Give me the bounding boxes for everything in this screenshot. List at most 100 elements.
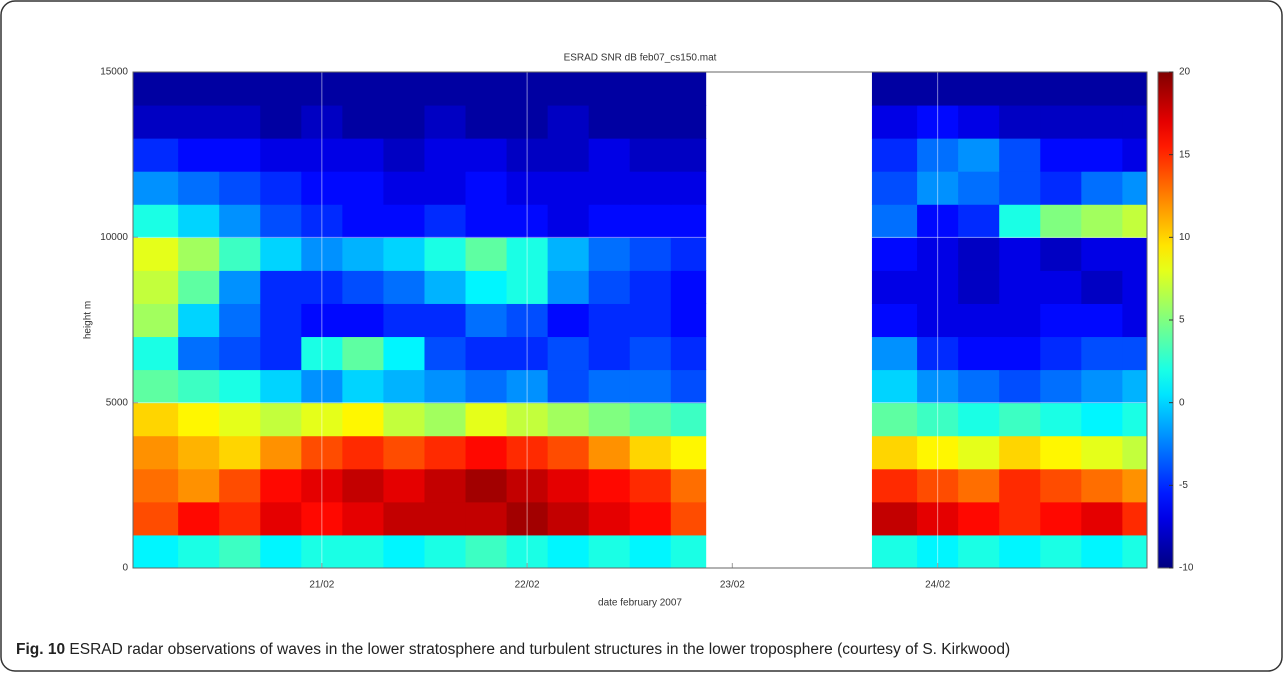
heatmap-cell (999, 336, 1041, 371)
heatmap-cell (465, 336, 508, 371)
heatmap-cell (588, 72, 631, 106)
heatmap-cell (465, 171, 508, 205)
heatmap-cell (133, 72, 179, 106)
heatmap-cell (958, 72, 1000, 106)
heatmap-cell (1122, 435, 1148, 470)
heatmap-cell (547, 534, 590, 569)
heatmap-cell (219, 237, 261, 271)
heatmap-cell (342, 435, 384, 470)
heatmap-cell (871, 270, 918, 304)
heatmap-cell (342, 501, 384, 536)
heatmap-cell (383, 105, 425, 139)
y-tick-label: 15000 (100, 67, 128, 78)
heatmap-cell (178, 171, 220, 205)
heatmap-cell (383, 501, 425, 536)
heatmap-cell (1081, 468, 1123, 503)
heatmap-cell (670, 171, 707, 205)
heatmap-cell (1122, 204, 1148, 238)
heatmap-cell (219, 171, 261, 205)
heatmap-cell (133, 105, 179, 139)
y-axis-label: height m (83, 301, 94, 339)
heatmap-cell (219, 105, 261, 139)
heatmap-cell (1040, 501, 1082, 536)
heatmap-cell (178, 402, 220, 437)
heatmap-cell (1122, 270, 1148, 304)
heatmap-cell (670, 270, 707, 304)
heatmap-cell (260, 336, 302, 371)
heatmap-cell (1040, 336, 1082, 371)
colorbar-tick-label: 5 (1179, 315, 1185, 326)
heatmap-cell (588, 138, 631, 172)
heatmap-cell (547, 72, 590, 106)
heatmap-cell (999, 402, 1041, 437)
heatmap-cell (178, 72, 220, 106)
heatmap-cell (588, 501, 631, 536)
axes-box (132, 71, 1148, 569)
plot (133, 72, 1148, 569)
heatmap-cell (871, 138, 918, 172)
heatmap-cell (219, 270, 261, 304)
heatmap-cell (260, 171, 302, 205)
heatmap-cell (1122, 237, 1148, 271)
heatmap-cell (178, 336, 220, 371)
heatmap-cell (424, 534, 467, 569)
heatmap-cell (219, 138, 261, 172)
heatmap-cell (1081, 138, 1123, 172)
heatmap-cell (588, 171, 631, 205)
heatmap-cell (133, 237, 179, 271)
heatmap-cell (871, 534, 918, 569)
heatmap-cell (999, 72, 1041, 106)
heatmap-cell (342, 336, 384, 371)
heatmap-cell (1122, 72, 1148, 106)
heatmap-cell (133, 402, 179, 437)
heatmap-cell (133, 270, 179, 304)
heatmap-cell (424, 336, 467, 371)
heatmap-cell (999, 534, 1041, 569)
heatmap-cell (178, 468, 220, 503)
heatmap-cell (424, 171, 467, 205)
heatmap-cell (588, 402, 631, 437)
heatmap-cell (629, 237, 672, 271)
chart-title: ESRAD SNR dB feb07_cs150.mat (564, 53, 717, 64)
heatmap-cell (1122, 105, 1148, 139)
heatmap-cell (424, 435, 467, 470)
heatmap-cell (958, 435, 1000, 470)
heatmap-cell (670, 303, 707, 338)
heatmap-cell (133, 369, 179, 404)
heatmap-cell (465, 237, 508, 271)
heatmap-cell (629, 105, 672, 139)
heatmap-cell (133, 501, 179, 536)
heatmap-cell (1122, 336, 1148, 371)
heatmap-cell (178, 435, 220, 470)
heatmap-cell (424, 468, 467, 503)
heatmap-cell (1040, 303, 1082, 338)
heatmap-cell (260, 237, 302, 271)
heatmap-cell (958, 369, 1000, 404)
heatmap-cell (383, 468, 425, 503)
heatmap-cell (465, 72, 508, 106)
heatmap-cell (383, 270, 425, 304)
heatmap-cell (260, 270, 302, 304)
heatmap-cell (178, 369, 220, 404)
heatmap-cell (219, 534, 261, 569)
heatmap-cell (871, 435, 918, 470)
heatmap-cell (871, 204, 918, 238)
heatmap-cell (383, 369, 425, 404)
colorbar-tick-label: -5 (1179, 480, 1188, 491)
heatmap-cell (424, 303, 467, 338)
heatmap-cell (958, 270, 1000, 304)
heatmap-cell (999, 369, 1041, 404)
heatmap-cell (588, 237, 631, 271)
heatmap-cell (958, 237, 1000, 271)
heatmap-cell (342, 270, 384, 304)
heatmap-cell (999, 105, 1041, 139)
heatmap-cell (1122, 138, 1148, 172)
heatmap-cell (1040, 270, 1082, 304)
heatmap-cell (629, 138, 672, 172)
heatmap-cell (670, 468, 707, 503)
heatmap-cell (871, 303, 918, 338)
heatmap-cell (342, 72, 384, 106)
heatmap-cell (629, 435, 672, 470)
heatmap-cell (1040, 402, 1082, 437)
heatmap-cell (342, 105, 384, 139)
